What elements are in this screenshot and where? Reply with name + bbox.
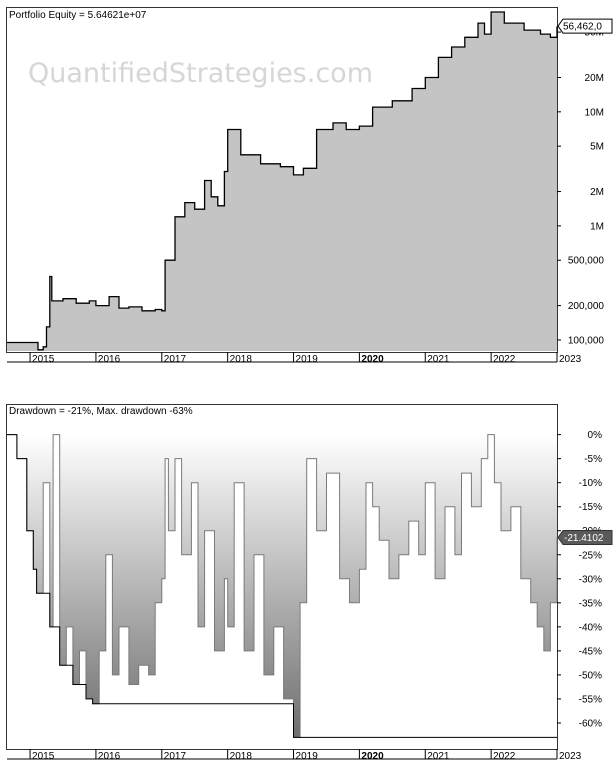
equity-title: Portfolio Equity = 5.64621e+07	[9, 10, 147, 21]
x-tick-label: 2021	[427, 751, 450, 762]
x-tick-label: 2019	[296, 751, 319, 762]
drawdown-tag-label: -21.4102	[564, 533, 604, 544]
drawdown-area-layer	[7, 434, 558, 738]
x-tick-label: 2016	[98, 354, 121, 365]
x-tick-label: 2022	[493, 354, 516, 365]
y-tick-label: -5%	[584, 454, 602, 465]
equity-area-layer	[7, 11, 558, 351]
drawdown-x-axis: 2015 2016 2017 2018 2019 2020 2021 2022 2023	[7, 749, 582, 762]
x-tick-label: 2015	[32, 751, 55, 762]
x-tick-label: 2015	[32, 354, 55, 365]
y-tick-label: 500,000	[568, 256, 605, 267]
drawdown-area-fill	[7, 434, 557, 738]
y-tick-label: -15%	[579, 502, 602, 513]
max-drawdown-line	[7, 434, 557, 738]
x-tick-label: 2022	[493, 751, 516, 762]
equity-x-axis: 2015 2016 2017 2018 2019 2020 2021 2022 2023	[7, 352, 582, 365]
y-tick-label: -25%	[579, 550, 602, 561]
y-tick-label: 5M	[590, 142, 604, 153]
y-tick-label: 10M	[585, 107, 604, 118]
x-tick-label: 2017	[164, 751, 187, 762]
y-tick-label: -35%	[579, 598, 602, 609]
equity-chart: QuantifiedStrategies.com Portfolio Equit…	[6, 7, 613, 365]
x-tick-label: 2017	[164, 354, 187, 365]
y-tick-label: -50%	[579, 670, 602, 681]
equity-tag-label: 56,462,0	[563, 22, 602, 33]
y-tick-label: 200,000	[568, 301, 605, 312]
drawdown-last-value-tag: -21.4102	[557, 530, 613, 546]
y-tick-label: 2M	[590, 187, 604, 198]
y-tick-label: -10%	[579, 478, 602, 489]
y-tick-label: -45%	[579, 646, 602, 657]
x-tick-label: 2023	[559, 751, 582, 762]
drawdown-title: Drawdown = -21%, Max. drawdown -63%	[9, 406, 193, 417]
x-tick-label: 2021	[427, 354, 450, 365]
x-tick-label: 2019	[296, 354, 319, 365]
x-tick-label: 2020	[361, 354, 384, 365]
equity-area-fill	[7, 12, 557, 351]
y-tick-label: 1M	[590, 221, 604, 232]
equity-line	[7, 11, 558, 351]
y-tick-label: -30%	[579, 574, 602, 585]
equity-tag-box	[557, 18, 613, 34]
x-tick-label: 2018	[230, 751, 253, 762]
y-tick-label: 0%	[588, 430, 603, 441]
y-tick-label: -40%	[579, 622, 602, 633]
equity-last-value-tag: 56,462,0	[557, 18, 613, 34]
y-tick-label: 20M	[585, 73, 604, 84]
drawdown-chart: Drawdown = -21%, Max. drawdown -63% 0% -5…	[6, 404, 613, 762]
y-tick-label: -55%	[579, 694, 602, 705]
x-tick-label: 2016	[98, 751, 121, 762]
watermark-text: QuantifiedStrategies.com	[28, 58, 373, 89]
drawdown-y-axis: 0%-5%-10%-15%-20%-25%-30%-35%-40%-45%-50…	[557, 430, 602, 729]
drawdown-tag-box	[557, 530, 613, 546]
x-tick-label: 2023	[559, 354, 582, 365]
x-tick-label: 2018	[230, 354, 253, 365]
y-tick-label: -60%	[579, 718, 602, 729]
x-tick-label: 2020	[361, 751, 384, 762]
y-tick-label: 100,000	[568, 335, 605, 346]
drawdown-line	[7, 434, 558, 738]
